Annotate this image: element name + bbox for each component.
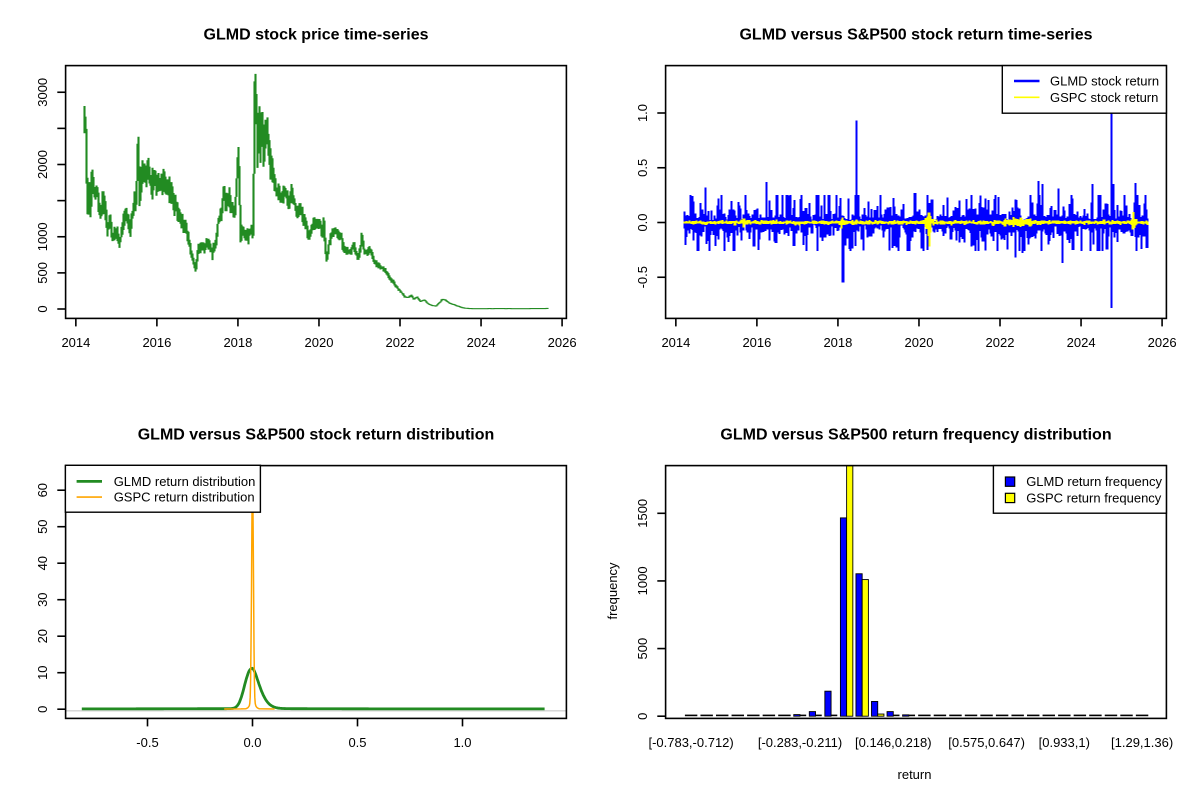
svg-text:0.5: 0.5 (635, 159, 650, 177)
svg-text:2026: 2026 (1148, 335, 1177, 350)
svg-text:0: 0 (35, 305, 50, 312)
svg-text:-0.5: -0.5 (136, 735, 158, 750)
svg-text:2022: 2022 (386, 335, 415, 350)
svg-text:[-0.783,-0.712): [-0.783,-0.712) (648, 735, 733, 750)
svg-text:2018: 2018 (223, 335, 252, 350)
svg-text:[1.29,1.36): [1.29,1.36) (1111, 735, 1173, 750)
svg-text:GSPC return distribution: GSPC return distribution (114, 490, 255, 505)
svg-text:10: 10 (35, 665, 50, 679)
svg-text:1.0: 1.0 (453, 735, 471, 750)
svg-text:[0.146,0.218): [0.146,0.218) (855, 735, 932, 750)
svg-text:2014: 2014 (61, 335, 90, 350)
svg-text:500: 500 (635, 638, 650, 660)
svg-text:[-0.283,-0.211): [-0.283,-0.211) (758, 735, 842, 750)
svg-text:2022: 2022 (986, 335, 1015, 350)
svg-text:2014: 2014 (661, 335, 690, 350)
svg-text:GSPC stock return: GSPC stock return (1050, 90, 1158, 105)
svg-text:2016: 2016 (142, 335, 171, 350)
svg-text:[0.933,1): [0.933,1) (1039, 735, 1090, 750)
svg-text:500: 500 (35, 262, 50, 284)
svg-text:40: 40 (35, 556, 50, 570)
svg-text:0.0: 0.0 (635, 213, 650, 231)
svg-text:1500: 1500 (635, 499, 650, 528)
svg-text:50: 50 (35, 519, 50, 533)
svg-text:GLMD versus S&P500 stock retur: GLMD versus S&P500 stock return time-ser… (739, 27, 1092, 44)
svg-text:2020: 2020 (905, 335, 934, 350)
svg-text:2026: 2026 (548, 335, 577, 350)
svg-text:2024: 2024 (1067, 335, 1096, 350)
svg-text:2000: 2000 (35, 150, 50, 179)
svg-text:30: 30 (35, 592, 50, 606)
svg-text:GLMD stock price time-series: GLMD stock price time-series (204, 27, 429, 44)
svg-text:0.0: 0.0 (243, 735, 261, 750)
svg-text:60: 60 (35, 483, 50, 497)
svg-text:2020: 2020 (305, 335, 334, 350)
svg-text:GLMD stock return: GLMD stock return (1050, 74, 1159, 89)
svg-text:GLMD return distribution: GLMD return distribution (114, 474, 256, 489)
svg-text:20: 20 (35, 629, 50, 643)
svg-text:GSPC return frequency: GSPC return frequency (1026, 490, 1162, 505)
svg-text:0.5: 0.5 (348, 735, 366, 750)
svg-text:frequency: frequency (605, 562, 620, 620)
svg-text:2024: 2024 (467, 335, 496, 350)
svg-text:1000: 1000 (35, 222, 50, 251)
svg-text:[0.575,0.647): [0.575,0.647) (948, 735, 1025, 750)
svg-text:0: 0 (35, 706, 50, 713)
svg-text:GLMD return frequency: GLMD return frequency (1026, 474, 1162, 489)
svg-text:-0.5: -0.5 (635, 266, 650, 288)
svg-text:1.0: 1.0 (635, 104, 650, 122)
svg-text:1000: 1000 (635, 566, 650, 595)
svg-text:0: 0 (635, 713, 650, 720)
svg-text:3000: 3000 (35, 78, 50, 107)
svg-text:GLMD versus S&P500 return freq: GLMD versus S&P500 return frequency dist… (720, 427, 1111, 444)
svg-text:2018: 2018 (823, 335, 852, 350)
svg-text:2016: 2016 (742, 335, 771, 350)
svg-text:GLMD versus S&P500 stock retur: GLMD versus S&P500 stock return distribu… (138, 427, 495, 444)
svg-text:return: return (898, 767, 932, 782)
